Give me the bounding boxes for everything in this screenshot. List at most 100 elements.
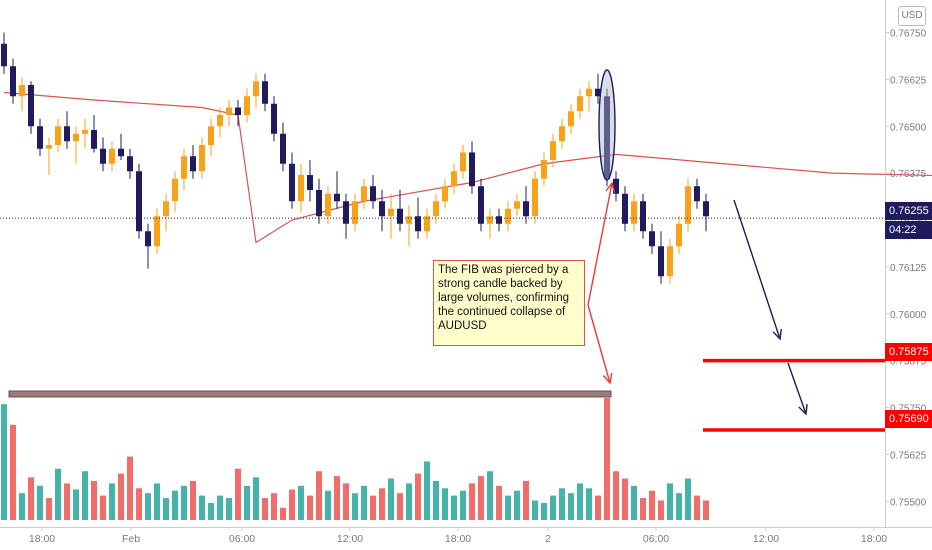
volume-bar <box>406 483 412 520</box>
price-axis[interactable]: 0.767500.766250.765000.763750.762500.761… <box>885 0 927 527</box>
volume-bar <box>469 483 475 520</box>
candle-up <box>541 152 547 187</box>
candle-up <box>676 216 682 254</box>
target-1-tag: 0.75875 <box>885 343 932 361</box>
candle-body <box>262 81 268 104</box>
candle-body <box>424 216 430 232</box>
candle-down <box>694 178 700 209</box>
price-tick-label: 0.75625 <box>890 450 927 461</box>
candle-body <box>577 96 583 112</box>
candle-body <box>163 201 169 217</box>
candle-body <box>379 201 385 217</box>
time-axis[interactable]: 18:00 Feb 06:00 12:00 18:00 2 06:00 12:00 18:00 <box>0 527 932 545</box>
volume-bar <box>217 495 223 520</box>
volume-bar <box>55 468 61 520</box>
candle-up <box>325 186 331 224</box>
candle-body <box>109 148 115 164</box>
arrow-shaft <box>587 182 613 306</box>
volume-bar <box>109 483 115 520</box>
candle-up <box>55 118 61 153</box>
volume-bar <box>154 483 160 520</box>
candle-body <box>631 201 637 224</box>
candle-body <box>91 130 97 149</box>
volume-bar <box>352 493 358 520</box>
time-tick-label: 18:00 <box>445 533 471 545</box>
volume-bar <box>640 498 646 520</box>
candle-up <box>406 205 412 247</box>
arrow-to-volume <box>587 304 613 385</box>
candle-body <box>541 160 547 179</box>
arrow-shaft <box>733 199 781 340</box>
candle-down <box>649 223 655 254</box>
candle-body <box>1 43 7 67</box>
candle-down <box>658 231 664 284</box>
candle-up <box>19 77 25 112</box>
candle-up <box>172 171 178 213</box>
volume-bar <box>343 483 349 520</box>
candle-body <box>388 208 394 217</box>
candle-body <box>640 201 646 232</box>
annotation-note: The FIB was pierced by a strong candle b… <box>433 260 585 346</box>
candle-up <box>226 100 232 127</box>
candle-body <box>325 193 331 217</box>
candle-down <box>280 122 286 172</box>
candle-body <box>253 81 259 97</box>
candle-down <box>91 115 97 153</box>
candle-body <box>82 130 88 134</box>
volume-bar <box>163 498 169 520</box>
candle-up <box>208 118 214 157</box>
candle-body <box>280 133 286 164</box>
volume-bar <box>505 495 511 520</box>
candle-body <box>289 163 295 202</box>
candle-body <box>595 88 601 97</box>
candle-body <box>154 216 160 247</box>
ellipse-shape <box>598 69 616 181</box>
volume-bar <box>478 476 484 520</box>
candle-up <box>505 201 511 232</box>
candle-body <box>667 246 673 277</box>
volume-bar <box>307 495 313 520</box>
candle-body <box>316 190 322 217</box>
candle-body <box>451 171 457 187</box>
candle-body <box>190 156 196 172</box>
volume-bar <box>100 495 106 520</box>
candle-up <box>424 208 430 239</box>
candle-down <box>316 178 322 224</box>
candle-down <box>370 175 376 209</box>
candle-up <box>568 103 574 134</box>
candle-down <box>136 163 142 239</box>
volume-bar <box>442 488 448 520</box>
candle-body <box>145 231 151 247</box>
candle-up <box>244 88 250 123</box>
candle-up <box>217 107 223 138</box>
candle-down <box>334 171 340 209</box>
candle-body <box>352 201 358 224</box>
volume-bar <box>424 461 430 520</box>
candle-up <box>559 118 565 149</box>
candle-body <box>55 126 61 145</box>
candle-down <box>604 88 610 187</box>
candle-down <box>496 208 502 232</box>
volume-bar <box>271 493 277 520</box>
arrow-head <box>602 373 613 385</box>
candle-up <box>82 118 88 149</box>
volume-bar <box>145 493 151 520</box>
candle-up <box>433 193 439 224</box>
candle-body <box>406 216 412 224</box>
candle-body <box>496 216 502 224</box>
time-tick-label: 12:00 <box>337 533 363 545</box>
volume-bar <box>91 480 97 520</box>
candle-body <box>298 175 304 202</box>
candle-body <box>550 141 556 160</box>
candle-body <box>568 111 574 127</box>
candle-up <box>163 193 169 232</box>
candle-down <box>100 137 106 172</box>
currency-badge[interactable]: USD <box>898 6 926 26</box>
candle-body <box>19 85 25 97</box>
candle-down <box>145 223 151 269</box>
candle-body <box>586 88 592 97</box>
candle-down <box>262 73 268 112</box>
candle-body <box>649 231 655 247</box>
candle-body <box>334 193 340 202</box>
